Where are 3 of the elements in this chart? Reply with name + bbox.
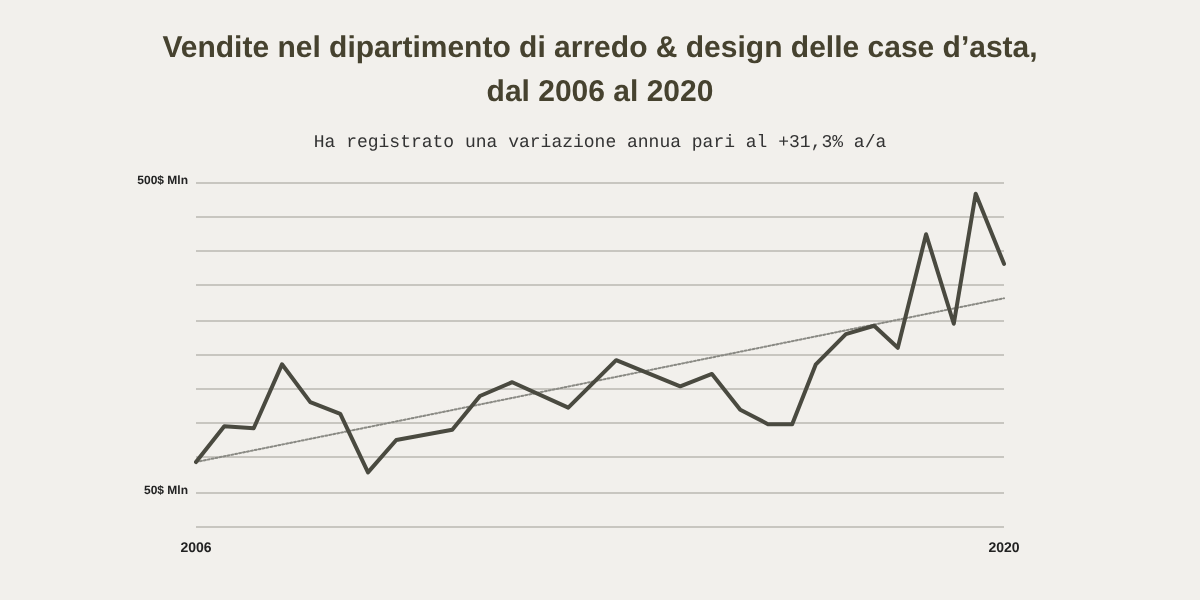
chart-title: Vendite nel dipartimento di arredo & design delle case d’asta, dal 2006 al 2020: [162, 31, 1038, 109]
chart-subtitle: Ha registrato una variazione annua pari al +31,3% a/a: [313, 133, 888, 153]
line-series: [194, 191, 1006, 475]
